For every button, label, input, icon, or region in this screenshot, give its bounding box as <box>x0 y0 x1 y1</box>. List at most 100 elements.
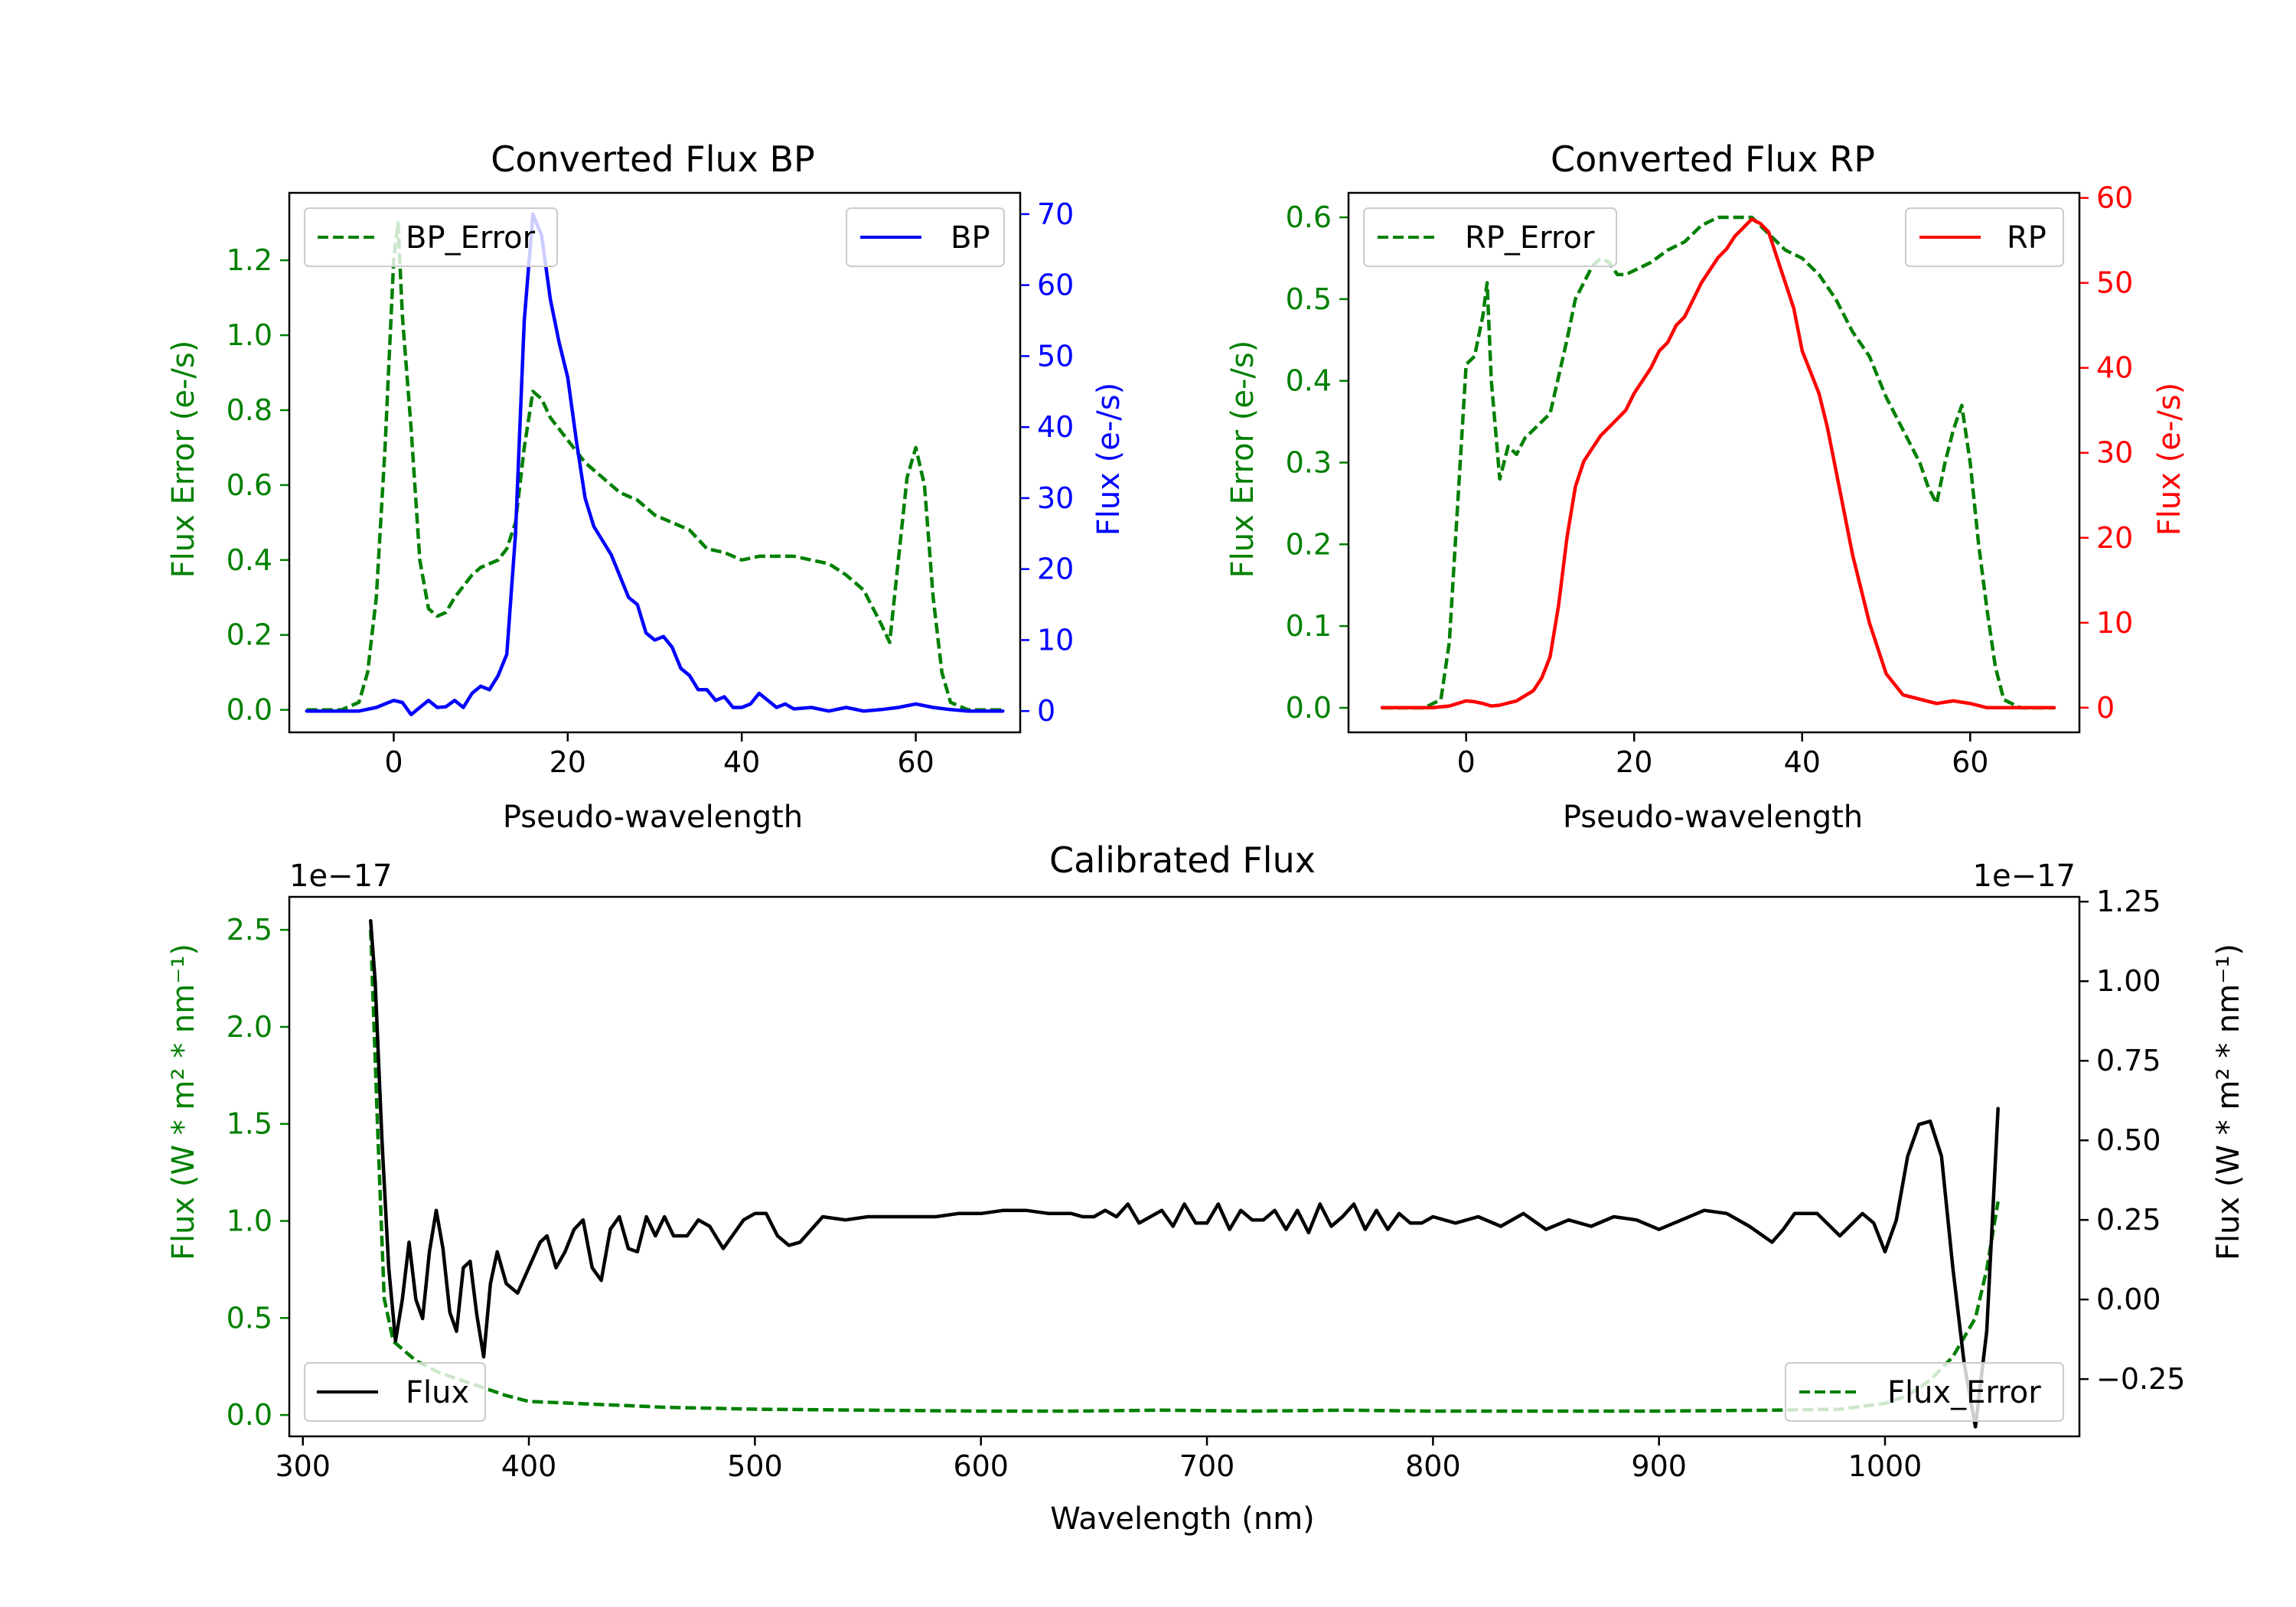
y-tick-label-right: 10 <box>2096 606 2133 640</box>
plot-frame <box>288 191 1022 734</box>
y-tick-label-left: 0.2 <box>1286 527 1332 561</box>
y-tick-label-left: 0.6 <box>227 468 272 502</box>
y-axis-label-left: Flux Error (e-/s) <box>166 341 201 579</box>
y-tick-label-right: 60 <box>1037 269 1074 302</box>
y-tick-label-left: 0.0 <box>227 693 272 727</box>
y-tick-label-left: 0.1 <box>1286 609 1332 643</box>
y-axis-label-left: Flux Error (e-/s) <box>1225 341 1261 579</box>
panel-title: Converted Flux RP <box>1551 139 1875 180</box>
panel-title: Calibrated Flux <box>1049 839 1316 881</box>
x-tick-label: 800 <box>1405 1449 1461 1483</box>
series-lines <box>305 212 1005 717</box>
series-line-rp <box>1380 217 2056 710</box>
x-axis-label: Wavelength (nm) <box>1050 1501 1315 1537</box>
x-tick-label: 400 <box>501 1449 557 1483</box>
y-tick-label-left: 2.0 <box>227 1010 272 1044</box>
y-tick-label-right: 0.50 <box>2096 1123 2161 1157</box>
y-tick-label-right: 0.00 <box>2096 1283 2161 1316</box>
y-tick-label-right: 40 <box>2096 351 2133 385</box>
y-tick-label-right: 30 <box>2096 436 2133 470</box>
y-tick-label-left: 0.4 <box>1286 364 1332 398</box>
x-tick-label: 40 <box>1784 745 1821 779</box>
y-tick-label-right: 0 <box>2096 691 2115 725</box>
x-tick-label: 300 <box>275 1449 331 1483</box>
y-tick-label-right: 1.25 <box>2096 885 2161 918</box>
y-tick-label-left: 0.0 <box>1286 691 1332 725</box>
x-tick-label: 0 <box>1457 745 1476 779</box>
legend-label: BP <box>951 220 990 256</box>
y-tick-label-right: 60 <box>2096 181 2133 215</box>
y-tick-label-left: 1.0 <box>227 1204 272 1238</box>
y-tick-label-right: 50 <box>2096 266 2133 300</box>
y-axis-label-right: Flux (e-/s) <box>2152 383 2187 536</box>
series-line-bp <box>305 212 1005 717</box>
legend-label: BP_Error <box>406 220 536 256</box>
y-tick-label-right: 20 <box>2096 521 2133 555</box>
y-tick-label-left: 0.0 <box>227 1398 272 1432</box>
y-tick-label-right: 20 <box>1037 553 1074 586</box>
y-axis-label-left: Flux (W * m² * nm⁻¹) <box>166 944 201 1260</box>
y-axis-label-right: Flux (W * m² * nm⁻¹) <box>2211 944 2246 1260</box>
series-line-flux-error <box>369 930 2000 1413</box>
y-tick-label-left: 0.6 <box>1286 200 1332 234</box>
y-tick-label-right: 0 <box>1037 694 1055 728</box>
y-tick-label-left: 0.5 <box>1286 282 1332 316</box>
legend-flux: Flux <box>304 1362 486 1422</box>
y-tick-label-left: 2.5 <box>227 913 272 947</box>
x-tick-label: 700 <box>1179 1449 1235 1483</box>
y-axis-label-right: Flux (e-/s) <box>1091 383 1127 536</box>
offset-label-right: 1e−17 <box>1973 859 2076 894</box>
y-tick-label-right: 70 <box>1037 197 1074 231</box>
legend-label: RP_Error <box>1465 220 1595 256</box>
series-line-bp-error <box>306 220 1003 712</box>
x-tick-label: 60 <box>1952 745 1988 779</box>
offset-label-left: 1e−17 <box>289 859 392 894</box>
y-tick-label-right: 1.00 <box>2096 964 2161 998</box>
y-tick-label-right: 0.25 <box>2096 1203 2161 1237</box>
series-lines <box>1380 215 2056 710</box>
series-line-flux <box>369 918 2000 1429</box>
ticks: 0 20 40 60 0.0 0.1 0.2 0.3 0.4 0.5 0.6 0 10 20 30 40 50 6… <box>1286 181 2134 779</box>
x-tick-label: 500 <box>727 1449 783 1483</box>
legend-label: Flux_Error <box>1887 1375 2041 1410</box>
legend-bp-error: BP_Error <box>304 207 558 267</box>
x-tick-label: 60 <box>897 745 934 779</box>
legend-label: Flux <box>406 1375 469 1410</box>
y-tick-label-right: 30 <box>1037 481 1074 515</box>
legend-label: RP <box>2007 220 2047 256</box>
y-tick-label-left: 0.4 <box>227 543 272 577</box>
x-tick-label: 1000 <box>1848 1449 1923 1483</box>
y-tick-label-right: −0.25 <box>2096 1362 2185 1396</box>
x-axis-label: Pseudo-wavelength <box>503 800 803 835</box>
y-tick-label-right: 40 <box>1037 410 1074 444</box>
x-tick-label: 40 <box>723 745 760 779</box>
x-tick-label: 20 <box>1616 745 1652 779</box>
legend-box <box>304 207 558 267</box>
legend-bp: BP <box>846 207 1005 267</box>
ticks: 300 400 500 600 700 800 900 1000 0.0 0.5 1.0 1.5 2.0… <box>227 885 2186 1483</box>
y-tick-label-right: 0.75 <box>2096 1044 2161 1077</box>
legend-box <box>846 207 1005 267</box>
legend-rp-error: RP_Error <box>1363 207 1617 267</box>
y-tick-label-left: 0.3 <box>1286 446 1332 480</box>
legend-box <box>1785 1362 2064 1422</box>
y-tick-label-left: 0.8 <box>227 393 272 427</box>
y-tick-label-left: 1.0 <box>227 318 272 352</box>
y-tick-label-left: 0.5 <box>227 1301 272 1335</box>
panel-title: Converted Flux BP <box>491 139 815 180</box>
x-tick-label: 600 <box>953 1449 1009 1483</box>
series-lines <box>369 918 2000 1429</box>
ticks: 0 20 40 60 0.0 0.2 0.4 0.6 0.8 1.0 1.2 0 10 20 30 40 50 6… <box>227 197 1075 779</box>
x-tick-label: 20 <box>550 745 586 779</box>
x-tick-label: 900 <box>1631 1449 1687 1483</box>
panel-bp: Converted Flux BP Pseudo-wavelength Flux… <box>166 139 1127 835</box>
y-tick-label-left: 1.5 <box>227 1107 272 1141</box>
series-line-rp-error <box>1381 215 2055 710</box>
y-tick-label-right: 50 <box>1037 339 1074 373</box>
y-tick-label-right: 10 <box>1037 623 1074 657</box>
x-tick-label: 0 <box>384 745 403 779</box>
legend-box <box>1905 207 2064 267</box>
legend-box <box>1363 207 1617 267</box>
